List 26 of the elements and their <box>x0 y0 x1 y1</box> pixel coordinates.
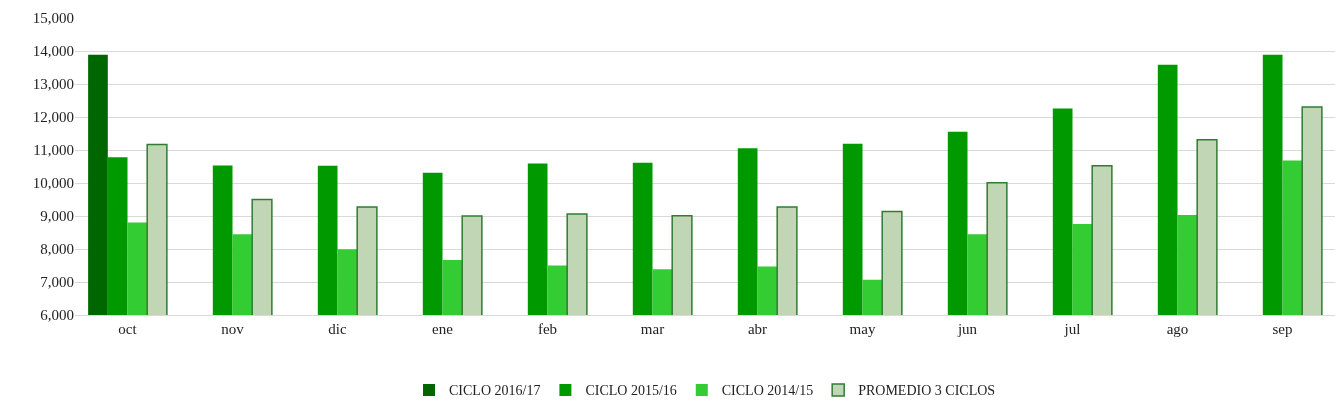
x-tick-label: dic <box>328 321 347 337</box>
y-tick-label: 13,000 <box>32 76 74 93</box>
legend-label: CICLO 2014/15 <box>721 383 814 399</box>
y-tick-label: 14,000 <box>32 43 74 60</box>
y-tick-label: 9,000 <box>40 208 74 225</box>
y-tick-label: 10,000 <box>32 175 74 192</box>
y-tick-label: 8,000 <box>40 241 74 258</box>
x-tick-label: feb <box>537 321 558 337</box>
x-tick-label: abr <box>747 321 768 337</box>
x-tick-label: oct <box>118 321 138 337</box>
y-tick-label: 6,000 <box>40 307 74 324</box>
y-tick-label: 11,000 <box>33 142 74 159</box>
x-tick-label: mar <box>640 321 665 337</box>
x-tick-label: jun <box>956 321 978 337</box>
y-tick-label: 15,000 <box>32 10 74 27</box>
x-tick-label: ago <box>1166 321 1189 337</box>
x-tick-label: may <box>849 321 876 337</box>
legend-label: CICLO 2015/16 <box>585 383 677 399</box>
legend-label: PROMEDIO 3 CICLOS <box>858 383 996 399</box>
legend-label: CICLO 2016/17 <box>449 383 541 399</box>
x-tick-label: ene <box>432 321 454 337</box>
x-tick-label: jul <box>1063 321 1081 337</box>
y-tick-label: 12,000 <box>32 109 74 126</box>
x-tick-label: sep <box>1272 321 1293 337</box>
x-tick-label: nov <box>221 321 245 337</box>
y-tick-label: 7,000 <box>40 274 74 291</box>
